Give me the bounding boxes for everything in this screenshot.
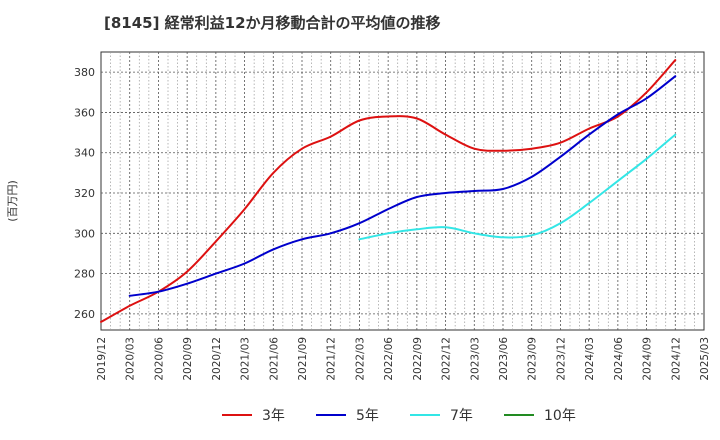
grid-lines — [101, 52, 704, 330]
x-tick-label: 2022/09 — [412, 337, 424, 381]
x-tick-label: 2024/12 — [670, 337, 682, 381]
x-tick-label: 2020/03 — [125, 337, 137, 381]
x-tick-label: 2025/03 — [699, 337, 711, 381]
x-tick-label: 2023/06 — [498, 337, 510, 381]
legend: 3年 5年 7年 10年 — [222, 408, 576, 424]
legend-label: 10年 — [544, 408, 576, 424]
x-tick-label: 2019/12 — [96, 337, 108, 381]
y-axis-ticks: 260 280 300 320 340 360 380 — [74, 66, 95, 321]
series-line-0 — [100, 59, 677, 323]
x-tick-label: 2023/09 — [527, 337, 539, 381]
y-tick-label: 380 — [74, 66, 95, 79]
x-tick-label: 2024/09 — [642, 337, 654, 381]
legend-label: 5年 — [356, 408, 379, 424]
series-line-1 — [128, 75, 677, 297]
y-tick-label: 260 — [74, 308, 95, 321]
x-tick-label: 2022/12 — [441, 337, 453, 381]
legend-label: 7年 — [450, 408, 473, 424]
x-tick-label: 2024/03 — [584, 337, 596, 381]
x-tick-label: 2022/06 — [383, 337, 395, 381]
x-tick-label: 2022/03 — [354, 337, 366, 381]
y-tick-label: 300 — [74, 227, 95, 240]
legend-label: 3年 — [262, 408, 285, 424]
x-tick-label: 2021/06 — [268, 337, 280, 381]
y-tick-label: 280 — [74, 268, 95, 281]
x-tick-label: 2021/12 — [326, 337, 338, 381]
series-line-2 — [358, 133, 677, 241]
plot-area — [100, 51, 705, 331]
x-tick-label: 2020/06 — [153, 337, 165, 381]
series-lines — [100, 59, 677, 323]
x-tick-label: 2024/06 — [613, 337, 625, 381]
chart-title: [8145] 経常利益12か月移動合計の平均値の推移 — [104, 14, 441, 32]
x-tick-label: 2021/09 — [297, 337, 309, 381]
x-tick-label: 2020/09 — [182, 337, 194, 381]
x-tick-label: 2020/12 — [211, 337, 223, 381]
x-tick-label: 2023/03 — [469, 337, 481, 381]
y-axis-label: (百万円) — [6, 180, 19, 222]
x-tick-label: 2021/03 — [240, 337, 252, 381]
y-tick-label: 320 — [74, 187, 95, 200]
y-tick-label: 340 — [74, 147, 95, 160]
y-tick-label: 360 — [74, 106, 95, 119]
x-tick-label: 2023/12 — [555, 337, 567, 381]
x-axis-ticks: 2019/12 2020/03 2020/06 2020/09 2020/12 2021/… — [96, 337, 711, 381]
